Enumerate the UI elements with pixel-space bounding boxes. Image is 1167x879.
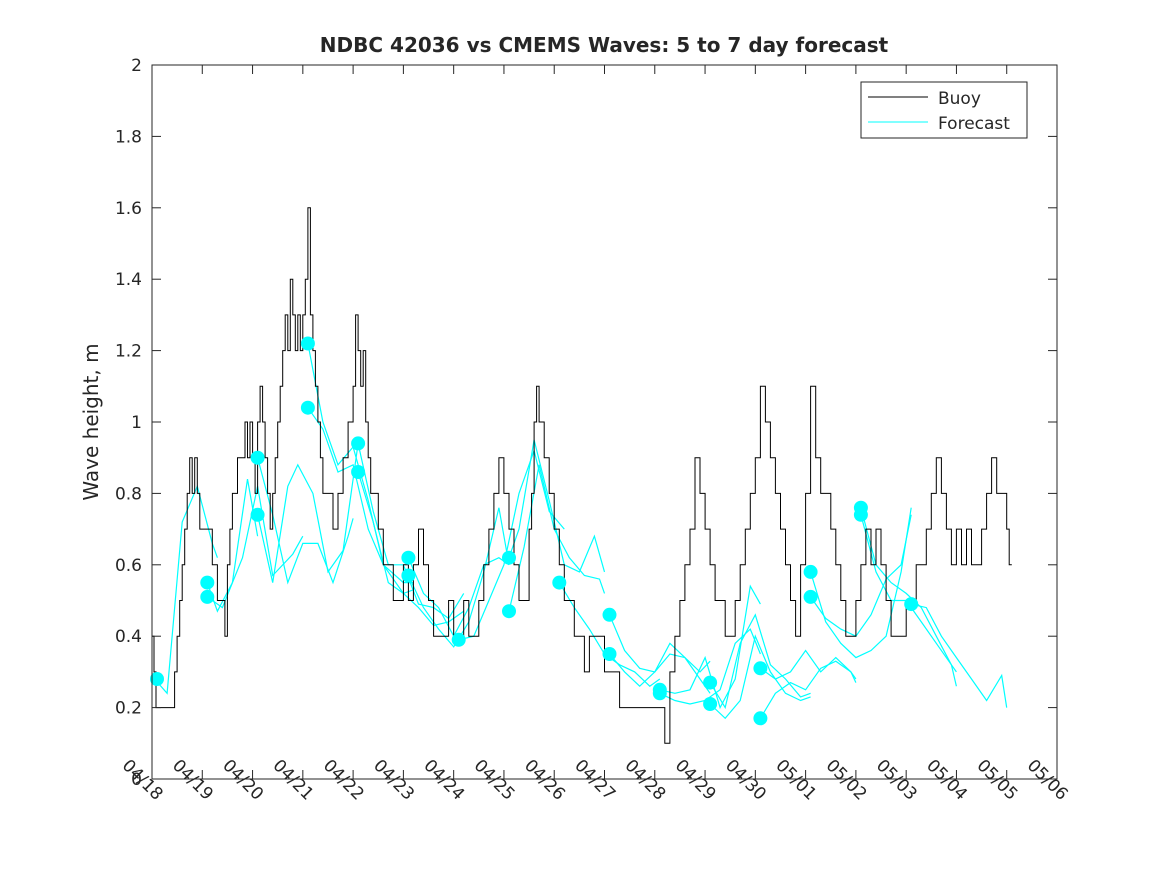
y-tick-label-9: 1.8 [115,127,142,147]
forecast-line-18 [659,628,761,705]
legend-forecast-label: Forecast [938,114,1010,134]
forecast-line-19 [709,613,811,710]
forecast-marker-18 [652,686,667,701]
y-axis-label: Wave height, m [79,343,103,500]
y-tick-label-1: 0.2 [115,699,142,719]
forecast-line-9 [407,557,510,638]
forecast-marker-1 [200,575,215,590]
forecast-marker-22 [753,711,768,726]
forecast-line-13 [508,464,606,612]
forecast-marker-23 [803,564,818,579]
forecast-marker-9 [401,550,416,565]
forecast-marker-12 [502,550,516,565]
plot-area [150,207,1012,744]
forecast-line-20 [709,634,811,720]
y-tick-label-10: 2 [131,56,142,76]
forecast-line-15 [608,614,711,694]
y-tick-label-7: 1.4 [115,270,142,290]
forecast-line-27 [911,603,1008,708]
y-tick-label-6: 1.2 [115,342,142,362]
forecast-marker-26 [853,507,868,522]
forecast-marker-8 [351,465,366,479]
forecast-marker-10 [401,568,416,583]
forecast-line-3 [257,457,354,585]
legend-box [860,81,1028,139]
forecast-marker-27 [904,597,919,612]
legend: Buoy Forecast [860,81,1028,139]
forecast-marker-7 [351,436,366,451]
chart-title: NDBC 42036 vs CMEMS Waves: 5 to 7 day fo… [320,33,889,57]
forecast-marker-11 [451,632,466,647]
forecast-line-6 [307,407,414,595]
y-tick-label-5: 1 [131,413,142,433]
y-tick-label-8: 1.6 [115,199,142,219]
forecast-marker-16 [602,647,617,661]
forecast-marker-0 [150,672,164,686]
forecast-line-7 [357,443,465,620]
y-tick-label-2: 0.4 [115,627,142,647]
forecast-marker-20 [703,697,718,711]
forecast-marker-6 [300,400,315,415]
forecast-line-4 [257,443,359,583]
forecast-line-16 [609,642,711,688]
forecast-marker-15 [602,607,617,622]
y-tick-label-4: 0.8 [115,484,142,504]
forecast-marker-21 [753,661,768,676]
forecast-marker-14 [552,575,567,590]
forecast-marker-24 [803,589,818,604]
forecast-marker-4 [250,507,265,522]
forecast-marker-3 [250,450,265,465]
forecast-marker-2 [200,589,215,604]
forecast-line-23 [810,507,912,659]
y-tick-label-3: 0.6 [115,556,142,576]
forecast-line-26 [860,514,957,673]
forecast-line-0 [154,484,218,695]
forecast-marker-13 [502,604,516,619]
buoy-line [152,207,1012,744]
y-tick-label-0: 0 [131,770,142,790]
forecast-line-24 [810,514,912,637]
forecast-line-22 [759,660,857,719]
forecast-marker-19 [703,675,718,690]
legend-buoy-label: Buoy [938,89,981,109]
forecast-marker-5 [300,336,315,351]
